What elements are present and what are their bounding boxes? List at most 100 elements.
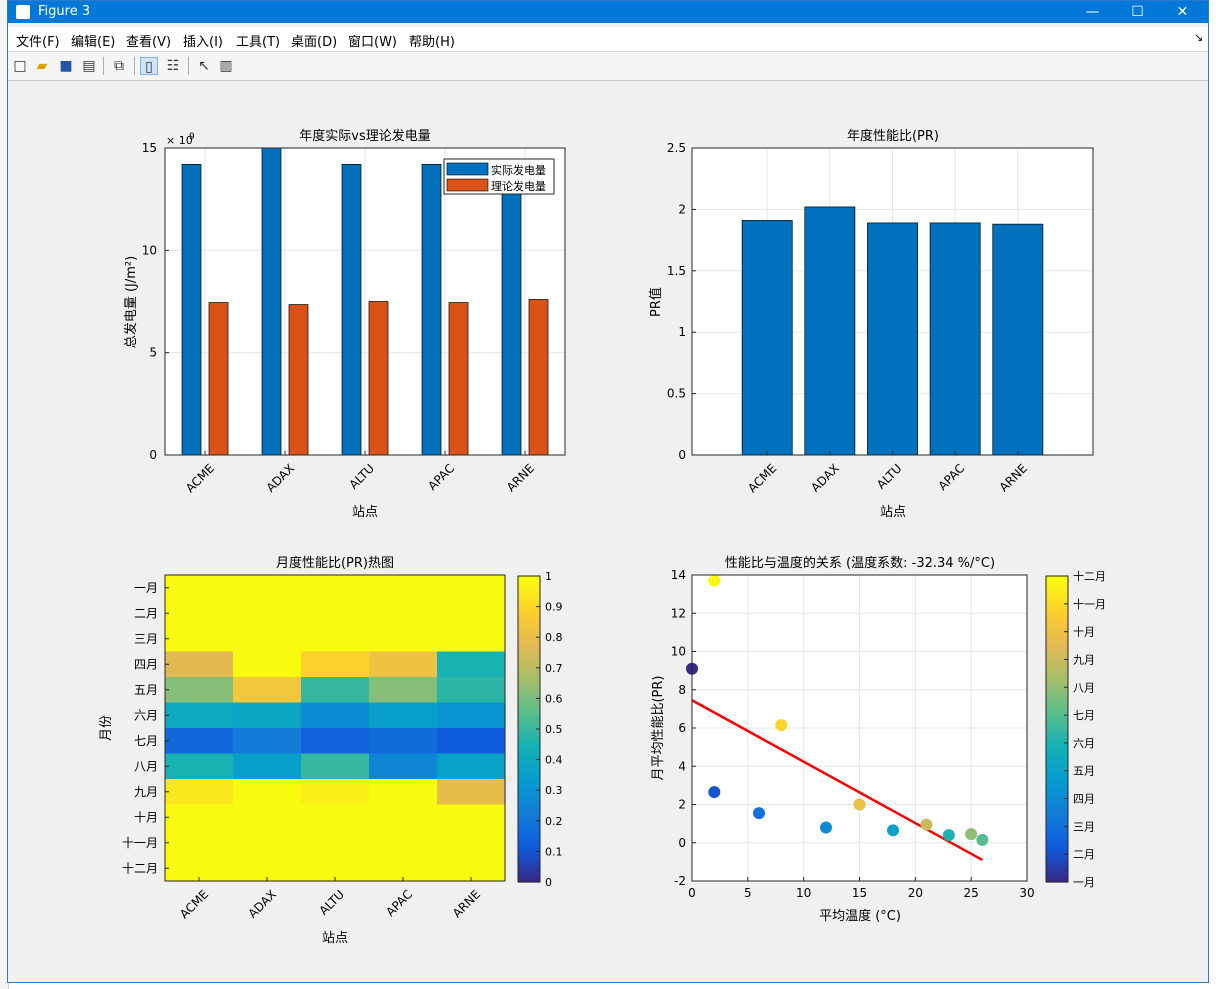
- chart4-ytick-label: 10: [671, 645, 686, 659]
- colorbar-segment: [518, 872, 540, 877]
- chart4-xtick-label: 15: [852, 886, 867, 900]
- chart3-xtick-label: ARNE: [450, 887, 483, 920]
- colorbar-segment: [518, 729, 540, 734]
- chart2-ylabel: PR值: [648, 287, 664, 317]
- heatmap-cell: [369, 703, 438, 729]
- colorbar-segment: [518, 772, 540, 777]
- colorbar-tick-label: 0.6: [545, 692, 563, 705]
- colorbar-segment: [518, 753, 540, 758]
- colorbar-segment: [518, 739, 540, 744]
- heatmap-cell: [369, 779, 438, 805]
- colorbar-segment: [518, 777, 540, 782]
- scatter-point: [965, 828, 977, 840]
- chart4-title: 性能比与温度的关系 (温度系数: -32.34 %/°C): [725, 555, 995, 571]
- colorbar-segment: [1046, 762, 1068, 767]
- chart1-bar-theoretical: [209, 303, 228, 455]
- colorbar-segment: [1046, 829, 1068, 834]
- colorbar-tick-label: 0.8: [545, 631, 563, 644]
- colorbar-segment: [1046, 696, 1068, 701]
- chart4-colorbar: 一月二月三月四月五月六月七月八月九月十月十一月十二月: [1046, 569, 1106, 889]
- heatmap-cell: [233, 779, 302, 805]
- chart1-ytick-label: 15: [142, 141, 157, 155]
- colorbar-segment: [1046, 614, 1068, 619]
- colorbar-segment: [1046, 624, 1068, 629]
- heatmap-cell: [369, 652, 438, 678]
- colorbar-segment: [518, 825, 540, 830]
- chart4-xtick-label: 10: [796, 886, 811, 900]
- chart4-ytick-label: 2: [678, 798, 686, 812]
- chart3-ytick-label: 九月: [134, 785, 158, 799]
- colorbar-segment: [518, 791, 540, 796]
- legend-label-theoretical: 理论发电量: [491, 179, 546, 193]
- colorbar-segment: [518, 662, 540, 667]
- heatmap-cell: [301, 805, 370, 831]
- colorbar-segment: [1046, 786, 1068, 791]
- chart1-bar-theoretical: [529, 299, 548, 455]
- colorbar-tick-label: 0.3: [545, 784, 563, 797]
- colorbar-tick-label: 十一月: [1073, 597, 1106, 611]
- colorbar-segment: [518, 858, 540, 863]
- chart4-xtick-label: 25: [964, 886, 979, 900]
- heatmap-cell: [369, 754, 438, 780]
- colorbar-segment: [518, 834, 540, 839]
- colorbar-segment: [1046, 619, 1068, 624]
- colorbar-segment: [1046, 648, 1068, 653]
- chart3-ytick-label: 二月: [134, 606, 158, 620]
- colorbar-tick-label: 0.2: [545, 815, 563, 828]
- colorbar-segment: [518, 719, 540, 724]
- colorbar-segment: [518, 715, 540, 720]
- colorbar-segment: [1046, 810, 1068, 815]
- colorbar-segment: [1046, 777, 1068, 782]
- chart4-xtick-label: 5: [744, 886, 752, 900]
- generation-bar-chart: 年度实际vs理论发电量 × 10 9 0 5 10 15 ACME ADAX ALTU AP…: [123, 128, 565, 520]
- scatter-point: [976, 834, 988, 846]
- colorbar-segment: [1046, 643, 1068, 648]
- chart2-xtick-label: ADAX: [808, 461, 842, 495]
- colorbar-segment: [518, 734, 540, 739]
- scatter-point: [708, 786, 720, 798]
- colorbar-segment: [1046, 753, 1068, 758]
- chart2-ytick-label: 1.5: [667, 264, 686, 278]
- colorbar-segment: [1046, 791, 1068, 796]
- colorbar-segment: [1046, 719, 1068, 724]
- chart1-xtick-label: ALTU: [346, 461, 377, 492]
- heatmap-cell: [165, 754, 234, 780]
- heatmap-cell: [165, 703, 234, 729]
- chart3-ytick-label: 四月: [134, 657, 158, 671]
- colorbar-segment: [518, 786, 540, 791]
- colorbar-segment: [1046, 633, 1068, 638]
- chart3-ytick-label: 三月: [134, 632, 158, 646]
- heatmap-cell: [233, 754, 302, 780]
- heatmap-cell: [301, 830, 370, 856]
- legend-swatch-actual: [447, 163, 488, 175]
- colorbar-segment: [518, 624, 540, 629]
- chart2-ytick-label: 1: [678, 325, 686, 339]
- colorbar-segment: [1046, 858, 1068, 863]
- pr-bar-chart: 年度性能比(PR) 00.511.522.5 ACME ADAX ALTU APAC A…: [648, 128, 1093, 520]
- colorbar-segment: [1046, 672, 1068, 677]
- colorbar-tick-label: 八月: [1073, 681, 1095, 694]
- colorbar-segment: [1046, 581, 1068, 586]
- colorbar-segment: [1046, 767, 1068, 772]
- colorbar-segment: [1046, 748, 1068, 753]
- heatmap-cell: [437, 754, 506, 780]
- colorbar-tick-label: 五月: [1073, 765, 1095, 778]
- heatmap-cell: [437, 830, 506, 856]
- colorbar-segment: [518, 643, 540, 648]
- heatmap-cell: [233, 830, 302, 856]
- chart1-bar-actual: [502, 164, 521, 455]
- heatmap-cell: [165, 677, 234, 703]
- heatmap-cell: [437, 575, 506, 601]
- chart2-bar: [867, 223, 917, 455]
- colorbar-segment: [1046, 729, 1068, 734]
- chart3-colorbar: 00.10.20.30.40.50.60.70.80.91: [518, 570, 563, 889]
- heatmap-cell: [165, 779, 234, 805]
- colorbar-segment: [1046, 700, 1068, 705]
- colorbar-segment: [1046, 849, 1068, 854]
- colorbar-segment: [1046, 806, 1068, 811]
- colorbar-segment: [518, 806, 540, 811]
- chart2-bar: [993, 224, 1043, 455]
- colorbar-segment: [1046, 653, 1068, 658]
- colorbar-segment: [518, 815, 540, 820]
- chart3-ytick-label: 五月: [134, 683, 158, 697]
